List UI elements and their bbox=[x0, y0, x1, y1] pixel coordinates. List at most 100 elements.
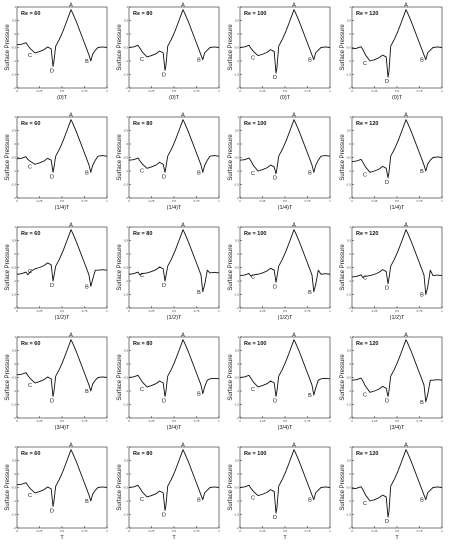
y-axis-label: Surface Pressure bbox=[117, 134, 123, 181]
x-axis-label: (1/4)T bbox=[390, 205, 405, 211]
y-tick-label: 1 bbox=[14, 445, 16, 449]
x-tick-label: 0.75 bbox=[417, 529, 423, 533]
plot-frame bbox=[351, 6, 443, 89]
reynolds-label: Re = 80 bbox=[133, 231, 152, 237]
x-axis-label: (1/4)T bbox=[278, 205, 293, 211]
y-tick-label: 0.5 bbox=[124, 129, 129, 133]
reynolds-label: Re = 120 bbox=[356, 11, 378, 17]
point-label-c: C bbox=[363, 172, 367, 178]
point-label-c: C bbox=[28, 493, 32, 499]
reynolds-label: Re = 120 bbox=[356, 451, 378, 457]
point-label-a: A bbox=[292, 443, 296, 449]
x-tick-label: 0.25 bbox=[372, 309, 378, 313]
x-tick-label: 0.75 bbox=[194, 419, 200, 423]
reynolds-label: Re = 80 bbox=[133, 11, 152, 17]
x-tick-label: 0.5 bbox=[60, 199, 65, 203]
x-tick-label: 0.75 bbox=[82, 529, 88, 533]
point-label-a: A bbox=[69, 333, 73, 339]
plot-frame bbox=[239, 446, 331, 529]
y-tick-label: 1 bbox=[349, 115, 351, 119]
point-label-c: C bbox=[251, 387, 255, 393]
x-tick-label: 0 bbox=[239, 89, 241, 93]
x-tick-label: 0.75 bbox=[82, 309, 88, 313]
y-tick-label: -1 bbox=[236, 279, 239, 283]
y-tick-label: -2 bbox=[348, 526, 351, 530]
point-label-c: C bbox=[363, 61, 367, 67]
point-label-a: A bbox=[292, 113, 296, 119]
pressure-curve bbox=[239, 339, 331, 397]
point-label-a: A bbox=[69, 113, 73, 119]
pressure-curve bbox=[351, 9, 443, 78]
pressure-curve bbox=[16, 119, 108, 173]
reynolds-label: Re = 120 bbox=[356, 341, 378, 347]
point-label-a: A bbox=[181, 223, 185, 229]
x-tick-label: 1 bbox=[218, 89, 220, 93]
y-tick-label: -2 bbox=[13, 306, 16, 310]
x-tick-label: 0.5 bbox=[395, 199, 400, 203]
point-label-d: D bbox=[50, 283, 54, 289]
x-tick-label: 0.5 bbox=[60, 419, 65, 423]
y-tick-label: -1.5 bbox=[234, 513, 240, 517]
x-tick-label: 0.25 bbox=[372, 419, 378, 423]
y-tick-label: -1.5 bbox=[346, 403, 352, 407]
x-tick-label: 0.75 bbox=[417, 89, 423, 93]
pressure-curve bbox=[239, 229, 331, 293]
x-tick-label: 0.5 bbox=[60, 309, 65, 313]
y-tick-label: 0 bbox=[349, 472, 351, 476]
y-tick-label: 0 bbox=[14, 252, 16, 256]
x-tick-label: 0 bbox=[351, 89, 353, 93]
point-label-d: D bbox=[50, 174, 54, 180]
x-tick-label: 0 bbox=[16, 419, 18, 423]
point-label-d: D bbox=[385, 398, 389, 404]
x-tick-label: 0.25 bbox=[260, 199, 266, 203]
y-tick-label: -1 bbox=[13, 59, 16, 63]
point-label-d: D bbox=[162, 512, 166, 518]
y-tick-label: -1.5 bbox=[123, 513, 129, 517]
point-label-b: B bbox=[85, 499, 89, 505]
y-tick-label: -1 bbox=[348, 279, 351, 283]
y-tick-label: -1 bbox=[125, 169, 128, 173]
y-tick-label: 0.5 bbox=[12, 459, 17, 463]
y-tick-label: 0 bbox=[14, 32, 16, 36]
plot-frame bbox=[128, 446, 220, 529]
x-axis-label: (0)T bbox=[392, 95, 403, 101]
point-label-b: B bbox=[308, 498, 312, 504]
x-tick-label: 0.25 bbox=[149, 419, 155, 423]
y-axis-label: Surface Pressure bbox=[340, 244, 346, 291]
y-tick-label: -0.5 bbox=[346, 376, 352, 380]
y-tick-label: 1 bbox=[237, 445, 239, 449]
reynolds-label: Re = 60 bbox=[21, 121, 40, 127]
x-tick-label: 0.5 bbox=[395, 529, 400, 533]
y-axis-label: Surface Pressure bbox=[228, 354, 234, 401]
reynolds-label: Re = 80 bbox=[133, 341, 152, 347]
reynolds-label: Re = 60 bbox=[21, 451, 40, 457]
plot-frame bbox=[16, 6, 108, 89]
y-tick-label: -1 bbox=[13, 169, 16, 173]
point-label-b: B bbox=[197, 170, 201, 176]
y-tick-label: 1 bbox=[126, 445, 128, 449]
point-label-b: B bbox=[85, 389, 89, 395]
y-tick-label: 1 bbox=[237, 5, 239, 9]
y-tick-label: 0 bbox=[237, 362, 239, 366]
y-tick-label: -1 bbox=[13, 389, 16, 393]
x-axis-label: T bbox=[172, 535, 176, 541]
point-label-d: D bbox=[50, 68, 54, 74]
point-label-c: C bbox=[28, 383, 32, 389]
plot-frame bbox=[239, 6, 331, 89]
y-tick-label: -2 bbox=[236, 306, 239, 310]
y-tick-label: -0.5 bbox=[11, 156, 17, 160]
point-label-c: C bbox=[363, 392, 367, 398]
y-tick-label: 0.5 bbox=[235, 349, 240, 353]
point-label-a: A bbox=[292, 3, 296, 9]
x-tick-label: 0.75 bbox=[305, 309, 311, 313]
reynolds-label: Re = 100 bbox=[244, 451, 266, 457]
point-label-b: B bbox=[197, 498, 201, 504]
y-tick-label: 1 bbox=[237, 225, 239, 229]
y-tick-label: 1 bbox=[349, 335, 351, 339]
point-label-c: C bbox=[140, 497, 144, 503]
